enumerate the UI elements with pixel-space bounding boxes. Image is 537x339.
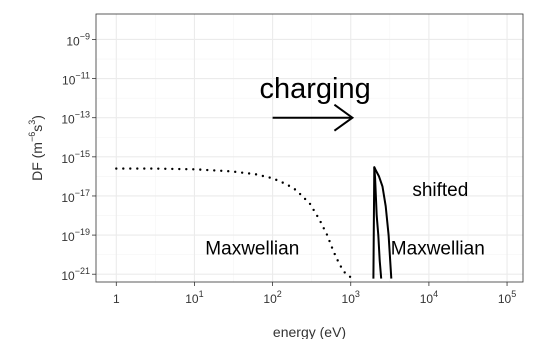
y-axis-ticks: 10−9 10−11 10−13 10−15 10−17 10−19 10−21 — [61, 31, 96, 283]
y-tick-label: 10−17 — [61, 188, 90, 205]
y-axis-title-mid: s — [29, 125, 45, 132]
y-tick-label: 10−11 — [62, 71, 90, 88]
y-tick-label: 10−21 — [61, 266, 90, 283]
annotation-layer: charging Maxwellian shifted Maxwellian — [205, 73, 484, 260]
charging-arrow-head — [333, 103, 355, 132]
y-tick-label: 10−19 — [61, 227, 90, 244]
y-axis-title-end: ) — [29, 115, 45, 120]
major-grid — [96, 14, 523, 282]
series-layer — [115, 166, 393, 280]
y-axis-title: DF (m−6s3) — [27, 115, 45, 181]
x-tick-label: 103 — [342, 289, 360, 306]
arrow-layer — [272, 103, 355, 132]
shifted-maxwellian-curve — [373, 167, 383, 279]
charging-label: charging — [259, 73, 370, 105]
shifted-label: shifted — [412, 180, 468, 201]
maxwellian-curve — [115, 167, 356, 280]
x-tick-label: 105 — [498, 289, 516, 306]
x-axis-ticks: 1 101 102 103 104 105 — [113, 282, 516, 306]
panel-border — [95, 13, 524, 283]
y-axis-title-exp1: −6 — [27, 132, 37, 142]
y-tick-label: 10−15 — [61, 149, 90, 166]
x-tick-label: 101 — [185, 289, 203, 306]
x-tick-label: 1 — [113, 292, 120, 306]
x-tick-label: 102 — [263, 289, 281, 306]
y-axis-title-exp2: 3 — [27, 120, 37, 125]
maxwellian-label: Maxwellian — [205, 239, 299, 260]
x-tick-label: 104 — [420, 289, 438, 306]
shifted-maxwellian-label: Maxwellian — [391, 239, 485, 260]
y-axis-title-base: DF (m — [29, 142, 45, 181]
y-tick-label: 10−13 — [61, 110, 90, 127]
x-axis-title: energy (eV) — [273, 324, 346, 339]
y-tick-label: 10−9 — [66, 31, 90, 48]
minor-grid — [96, 14, 523, 282]
